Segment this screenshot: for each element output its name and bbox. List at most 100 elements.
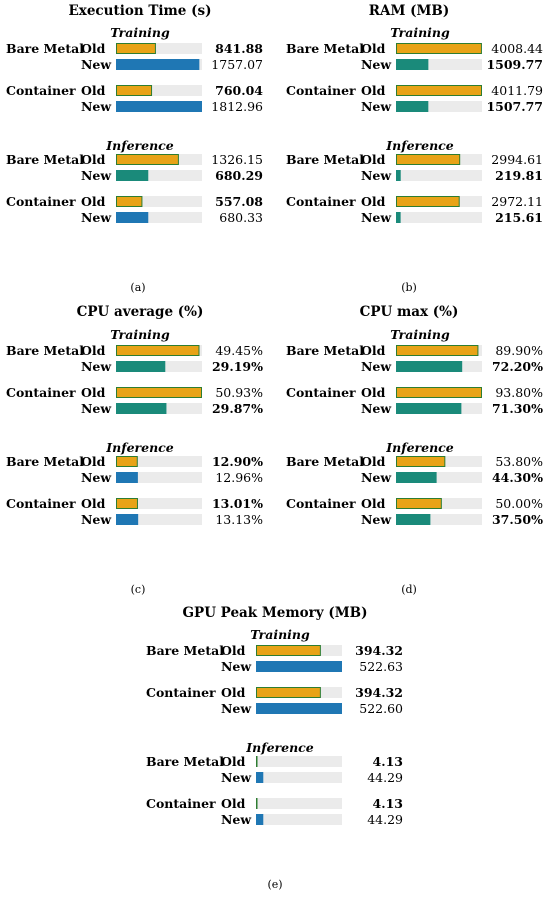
bar-new — [396, 101, 429, 112]
bar-track — [396, 472, 482, 483]
bar-track — [256, 756, 342, 767]
legend-old-label: Old — [361, 454, 386, 469]
group-label: Inference — [105, 440, 174, 455]
bar-track — [116, 43, 202, 54]
legend-new-label: New — [221, 770, 252, 785]
data-label-new: 680.29 — [215, 168, 263, 183]
bar-track — [116, 472, 202, 483]
bar-track — [116, 498, 202, 509]
chart-title: GPU Peak Memory (MB) — [183, 605, 368, 621]
data-label-old: 841.88 — [215, 41, 263, 56]
chart-caption: (e) — [267, 878, 282, 891]
data-label-new: 1812.96 — [211, 99, 263, 114]
legend-old-label: Old — [361, 496, 386, 511]
bar-new — [256, 703, 342, 714]
data-label-new: 44.29 — [367, 770, 403, 785]
bar-new — [396, 59, 429, 70]
data-label-old: 50.00% — [495, 496, 543, 511]
bar-old — [116, 85, 153, 96]
group-label: Inference — [245, 740, 314, 755]
legend-new-label: New — [221, 659, 252, 674]
environment-label: Container — [286, 385, 356, 400]
bar-new — [396, 514, 431, 525]
legend-new-label: New — [221, 812, 252, 827]
environment-label: Bare Metal — [286, 343, 364, 358]
bar-old — [116, 196, 143, 207]
data-label-old: 4011.79 — [491, 83, 543, 98]
group-label: Training — [250, 627, 310, 642]
legend-old-label: Old — [81, 454, 106, 469]
chart-title: RAM (MB) — [369, 3, 449, 19]
data-label-old: 2972.11 — [491, 194, 543, 209]
environment-label: Container — [286, 496, 356, 511]
bar-old — [396, 43, 482, 54]
legend-old-label: Old — [81, 152, 106, 167]
legend-new-label: New — [81, 470, 112, 485]
bar-track — [256, 798, 342, 809]
group-label: Inference — [105, 138, 174, 153]
data-label-new: 522.60 — [359, 701, 403, 716]
bar-old — [396, 196, 460, 207]
data-label-old: 2994.61 — [491, 152, 543, 167]
chart-title: CPU max (%) — [360, 304, 459, 320]
data-label-old: 394.32 — [355, 685, 403, 700]
data-label-old: 49.45% — [215, 343, 263, 358]
data-label-new: 1757.07 — [211, 57, 263, 72]
bar-new — [396, 170, 401, 181]
bar-new — [116, 472, 138, 483]
environment-label: Bare Metal — [286, 41, 364, 56]
data-label-old: 760.04 — [215, 83, 263, 98]
legend-old-label: Old — [81, 343, 106, 358]
environment-label: Bare Metal — [6, 454, 84, 469]
data-label-old: 394.32 — [355, 643, 403, 658]
bar-old — [396, 345, 479, 356]
bar-old — [396, 456, 446, 467]
bar-track — [396, 212, 482, 223]
chart-title: Execution Time (s) — [69, 3, 212, 19]
bar-old — [396, 154, 461, 165]
legend-new-label: New — [361, 359, 392, 374]
bar-new — [116, 212, 149, 223]
bar-new — [396, 361, 463, 372]
environment-label: Container — [146, 796, 216, 811]
legend-new-label: New — [81, 401, 112, 416]
bar-track — [116, 456, 202, 467]
group-label: Inference — [385, 440, 454, 455]
legend-new-label: New — [361, 168, 392, 183]
bar-old — [256, 798, 258, 809]
legend-new-label: New — [361, 470, 392, 485]
environment-label: Bare Metal — [6, 152, 84, 167]
legend-old-label: Old — [361, 343, 386, 358]
bar-new — [396, 403, 462, 414]
chart-caption: (c) — [131, 583, 146, 596]
bar-new — [116, 101, 202, 112]
data-label-old: 93.80% — [495, 385, 543, 400]
group-label: Training — [390, 25, 450, 40]
legend-old-label: Old — [81, 83, 106, 98]
environment-label: Bare Metal — [6, 343, 84, 358]
bar-old — [116, 43, 156, 54]
bar-new — [396, 472, 437, 483]
data-label-new: 37.50% — [492, 512, 543, 527]
chart-caption: (d) — [401, 583, 417, 596]
bar-new — [396, 212, 401, 223]
bar-old — [396, 85, 482, 96]
bar-old — [396, 498, 442, 509]
legend-new-label: New — [81, 359, 112, 374]
data-label-new: 1509.77 — [486, 57, 543, 72]
data-label-old: 4.13 — [373, 754, 403, 769]
bar-track — [396, 59, 482, 70]
environment-label: Container — [6, 83, 76, 98]
environment-label: Bare Metal — [146, 643, 224, 658]
environment-label: Bare Metal — [286, 454, 364, 469]
group-label: Training — [390, 327, 450, 342]
group-label: Inference — [385, 138, 454, 153]
group-label: Training — [110, 327, 170, 342]
data-label-old: 12.90% — [212, 454, 263, 469]
data-label-new: 215.61 — [495, 210, 543, 225]
legend-new-label: New — [81, 168, 112, 183]
